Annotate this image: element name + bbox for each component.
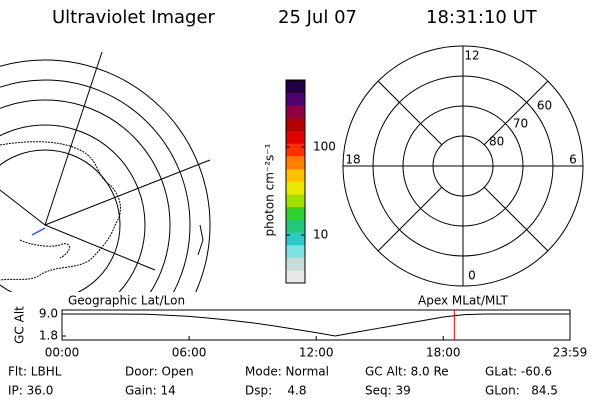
- x-tick-label: 23:59: [553, 346, 588, 360]
- x-tick-label: 00:00: [45, 346, 80, 360]
- color-band: [286, 105, 305, 119]
- status-field: Gain: 14: [125, 384, 176, 398]
- color-band: [286, 168, 305, 182]
- y-tick-label: 9.0: [39, 306, 58, 320]
- color-band: [286, 92, 305, 106]
- lat-label: 70: [513, 116, 528, 130]
- color-band: [286, 244, 305, 258]
- status-field: GLat: -60.6: [485, 365, 552, 379]
- mlt-label: 0: [468, 269, 476, 283]
- color-band: [286, 130, 305, 144]
- time: 18:31:10 UT: [426, 7, 538, 28]
- status-field: Door: Open: [125, 365, 194, 379]
- x-tick-label: 06:00: [172, 346, 207, 360]
- spoke: [483, 186, 549, 252]
- x-tick-label: 12:00: [299, 346, 334, 360]
- color-band: [286, 219, 305, 233]
- colorbar-tick-label: 10: [313, 227, 328, 241]
- spoke: [377, 186, 443, 252]
- color-band: [286, 232, 305, 246]
- color-band: [286, 257, 305, 271]
- lat-ring: [372, 75, 554, 257]
- lat-ring: [432, 135, 494, 197]
- color-band: [286, 206, 305, 220]
- color-band: [286, 80, 305, 93]
- status-field: GLon: 84.5: [485, 384, 558, 398]
- colorbar: 10 100: [285, 79, 336, 284]
- lat-label: 60: [537, 98, 552, 112]
- timeline: 00:00 06:00 12:00 18:00 23:59 9.0 1.8: [39, 306, 587, 359]
- status-field: Dsp: 4.8: [245, 384, 307, 398]
- color-band: [286, 143, 305, 157]
- status-field: Seq: 39: [365, 384, 411, 398]
- y-axis-label: GC Alt: [13, 306, 27, 344]
- status-field: Mode: Normal: [245, 365, 329, 379]
- color-band: [286, 270, 305, 284]
- color-band: [286, 181, 305, 195]
- footer: Flt: LBHL Door: Open Mode: Normal GC Alt: 8…: [8, 365, 558, 398]
- altitude-line: [62, 313, 570, 337]
- mlt-label: 18: [345, 153, 360, 167]
- date: 25 Jul 07: [278, 7, 357, 28]
- mlt-label: 12: [464, 49, 479, 63]
- colorbar-frame: [285, 79, 306, 284]
- right-title: Apex MLat/MLT: [418, 294, 508, 308]
- mlt-label: 6: [569, 153, 577, 167]
- title: Ultraviolet Imager: [52, 7, 216, 28]
- spoke: [483, 80, 549, 146]
- color-band: [286, 156, 305, 170]
- colorbar-tick-label: 100: [313, 139, 336, 153]
- map: [0, 52, 211, 292]
- left-title: Geographic Lat/Lon: [68, 294, 185, 308]
- status-field: GC Alt: 8.0 Re: [365, 365, 449, 379]
- color-band: [286, 118, 305, 132]
- colorbar-label: photon cm⁻²s⁻¹: [263, 143, 277, 236]
- lat-ring: [402, 105, 524, 227]
- x-tick-label: 18:00: [426, 346, 461, 360]
- color-band: [286, 194, 305, 208]
- spoke: [377, 80, 443, 146]
- y-tick-label: 1.8: [39, 329, 58, 343]
- lat-label: 80: [489, 134, 504, 148]
- status-field: Flt: LBHL: [8, 365, 62, 379]
- status-field: IP: 36.0: [8, 384, 53, 398]
